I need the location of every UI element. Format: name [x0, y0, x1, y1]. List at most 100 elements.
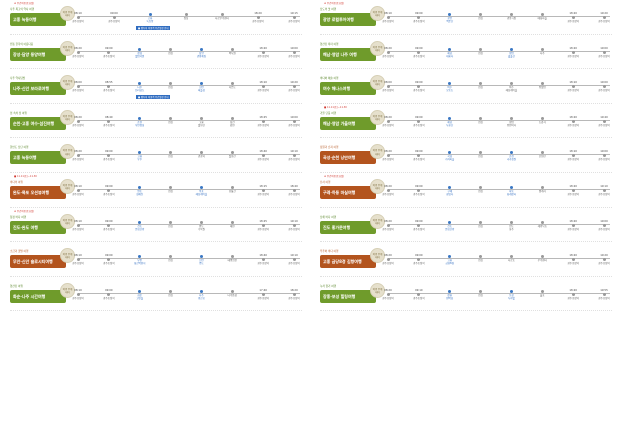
route-stop: 09:00 광주송정역 — [406, 81, 432, 92]
route-card[interactable]: 우주와 바다 여행 고흥 금당8경 김향여행 여행 주제 테마 08:20 광주송정역 09… — [316, 242, 616, 277]
stop-dot-icon — [292, 292, 296, 296]
route-title[interactable]: 해남·영암 나주 여행 — [320, 47, 376, 61]
route-card[interactable]: ★ 주간여행(토요일) 나주 최고의 역사 여행 고흥 녹동여행 여행 주제 테마 08:… — [6, 0, 306, 35]
route-card[interactable]: 영산강 여행 화순·나주 시간여행 여행 주제 테마 08:10 광주송정역 09:00 광주… — [6, 277, 306, 312]
stop-name: 영암 왕인박사 — [506, 120, 517, 127]
route-stop: 진도 홍주 — [498, 220, 524, 231]
stop-time: 09:00 — [105, 150, 113, 154]
route-title[interactable]: 무안·신안 슬로시티여행 — [10, 255, 66, 269]
route-divider — [320, 33, 612, 35]
route-stop: 18:20 광주송정역 — [560, 185, 586, 196]
stop-dot-icon — [169, 185, 173, 189]
stop-name: 향일암 — [538, 86, 546, 90]
stop-name: 광주송정역 — [413, 192, 425, 196]
stop-time: 19:40 — [600, 115, 608, 119]
stop-dot-icon — [138, 82, 142, 86]
route-flag: ■ 11.11(토)~11.30 — [324, 105, 347, 109]
route-card[interactable]: 정원과 습지 여행 곡성·순천 낭만여행 여행 주제 테마 08:20 광주송정역 09:0… — [316, 138, 616, 173]
stop-name: 광주송정역 — [103, 158, 115, 162]
route-stop: 여수 해상케이블 — [498, 81, 524, 92]
route-title[interactable]: 고흥 녹동여행 — [10, 151, 66, 165]
route-title[interactable]: 나주·신안 보라로여행 — [10, 82, 66, 96]
stop-name: 광주송정역 — [567, 54, 579, 58]
route-card[interactable]: 남해 바다 여행 진도 홍가문여행 여행 주제 테마 08:20 광주송정역 09:00 광주… — [316, 208, 616, 243]
route-card[interactable]: 소금과 갯벌 여행 무안·신안 슬로시티여행 여행 주제 테마 08:10 광주송정역 09… — [6, 242, 306, 277]
stop-dot-icon — [107, 85, 111, 89]
route-stop: 고흥 금당8경 — [437, 254, 463, 265]
stop-name: 하동 화개장터 — [506, 189, 517, 196]
route-title[interactable]: 고흥 금당8경 김향여행 — [320, 255, 376, 269]
stop-time: 09:00 — [415, 115, 423, 119]
stop-dot-icon — [261, 292, 265, 296]
route-card[interactable]: 바다와 예술 여행 여수 해나스여행 여행 주제 테마 08:00 광주송정역 09:00 광… — [316, 69, 616, 104]
stop-dot-icon — [479, 13, 483, 16]
stop-name: 광주송정역 — [598, 158, 610, 162]
route-track-line — [78, 223, 300, 225]
route-stop: 18:20 광주송정역 — [560, 47, 586, 58]
route-card[interactable]: ★ 주간여행(토요일) 청정 바다 여행 진도·완도 여행 여행 주제 테마 08:10 광… — [6, 208, 306, 243]
route-title[interactable]: 장흥·보성 힐링여행 — [320, 289, 376, 303]
route-title[interactable]: 진도 홍가문여행 — [320, 220, 376, 234]
route-card[interactable]: ★ 주간여행(토요일) 남도의 맛 여행 광양 로컬투어여행 여행 주제 테마 08:10… — [316, 0, 616, 35]
route-card[interactable]: ■ 11.11(토)~11.30 가을 단풍 여행 해남·영암 가을여행 여행 주제 테… — [316, 104, 616, 139]
stop-dot-icon — [230, 116, 234, 120]
stop-name: 광주송정역 — [382, 192, 394, 196]
route-card[interactable]: 한반도 남단 여행 고흥 녹동여행 여행 주제 테마 08:20 광주송정역 09:00 광주… — [6, 138, 306, 173]
route-divider — [10, 310, 302, 312]
stop-dot-icon — [386, 85, 390, 89]
route-title[interactable]: 구례·하동 마실여행 — [320, 185, 376, 199]
route-stop: 목포 해상케이블 — [188, 185, 214, 196]
route-stop: 18:40 광주송정역 — [281, 185, 307, 196]
route-card[interactable]: 전통 한옥의 아름다움 장성·담양 동양여행 여행 주제 테마 08:20 광주송정역 09… — [6, 35, 306, 70]
stop-name: 영암 월출산 — [507, 51, 515, 58]
route-title[interactable]: 고흥 녹동여행 — [10, 13, 66, 26]
stop-dot-icon — [386, 119, 390, 123]
stop-time: 18:20 — [259, 46, 267, 50]
route-stop: 09:00 광주송정역 — [406, 220, 432, 231]
route-card[interactable]: 나주 역사탐방 나주·신안 보라로여행 여행 주제 테마 08:00 광주송정역 08:55… — [6, 69, 306, 104]
stop-time: 08:20 — [384, 184, 392, 188]
stop-time: 09:00 — [415, 12, 423, 15]
route-title[interactable]: 장성·담양 동양여행 — [10, 47, 66, 61]
route-title[interactable]: 광양 로컬투어여행 — [320, 13, 376, 26]
route-card[interactable]: 섬 속의 섬 여행 순천·고흥 여수·섬진여행 여행 주제 테마 08:20 광주송정역 0… — [6, 104, 306, 139]
stop-name: 보성 녹차밭 — [507, 293, 515, 300]
route-title[interactable]: 순천·고흥 여수·섬진여행 — [10, 116, 66, 130]
stop-name: 점심 — [478, 120, 483, 124]
route-stop: 점심 — [158, 289, 184, 297]
stop-dot-icon — [571, 85, 575, 89]
route-title[interactable]: 화순·나주 시간여행 — [10, 289, 66, 303]
route-card[interactable]: ★ 주간여행(토요일) 산사 여행 구례·하동 마실여행 여행 주제 테마 08:20 광주… — [316, 173, 616, 208]
route-card[interactable]: 녹차 향기 여행 장흥·보성 힐링여행 여행 주제 테마 08:20 광주송정역 09:10… — [316, 277, 616, 312]
stop-dot-icon — [386, 258, 390, 262]
route-track-line — [388, 50, 610, 52]
stop-name: 광주송정역 — [72, 227, 84, 231]
route-title[interactable]: 완도·목포 오션뷰여행 — [10, 185, 66, 199]
route-title[interactable]: 진도·완도 여행 — [10, 220, 66, 234]
route-stop: 점심 — [468, 47, 494, 55]
stop-name: 점심 — [478, 86, 483, 90]
route-flag: ■ 11.11(토)~11.30 — [14, 174, 37, 178]
route-title[interactable]: 해남·영암 가을여행 — [320, 116, 376, 130]
route-stop: 19:10 광주송정역 — [281, 254, 307, 265]
route-stop: 점심 — [468, 12, 494, 20]
route-stop: 18:20 광주송정역 — [245, 12, 271, 23]
route-title[interactable]: 여수 해나스여행 — [320, 82, 376, 96]
route-title[interactable]: 곡성·순천 낭만여행 — [320, 151, 376, 165]
stop-name: 구례 화엄사 — [446, 189, 454, 196]
stop-dot-icon — [169, 220, 173, 224]
route-stop: 18:25 광주송정역 — [250, 116, 276, 127]
route-card[interactable]: 영산강 따라 여행 해남·영암 나주 여행 여행 주제 테마 08:20 광주송정역 09:… — [316, 35, 616, 70]
route-card[interactable]: ■ 11.11(토)~11.30 바다의 여행 완도·목포 오션뷰여행 여행 주제 테마… — [6, 173, 306, 208]
stop-name: 진도 홍주 — [509, 224, 514, 231]
stop-time: 08:20 — [384, 46, 392, 50]
stop-dot-icon — [76, 119, 80, 123]
stop-name: 광주송정역 — [108, 20, 120, 23]
stop-name: 광주송정역 — [72, 158, 84, 162]
stop-name: 여수 오동도 — [446, 86, 454, 93]
route-stop: 08:20 광주송정역 — [375, 185, 401, 196]
route-track-line — [388, 154, 610, 156]
route-badge: 여행 주제 테마 — [60, 248, 75, 264]
stop-name: 무안 회산백련지 — [133, 259, 146, 266]
route-stop: 점심 — [468, 150, 494, 158]
